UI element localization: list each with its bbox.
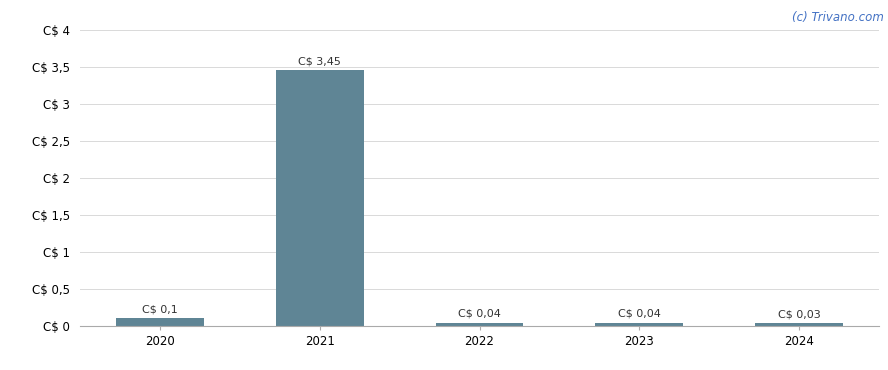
Bar [276,70,364,326]
Bar [436,323,523,326]
Bar [755,323,843,326]
Bar [116,318,204,326]
Text: C$ 0,1: C$ 0,1 [142,305,178,314]
Text: C$ 0,04: C$ 0,04 [618,309,661,319]
Text: (c) Trivano.com: (c) Trivano.com [792,11,884,24]
Text: C$ 0,04: C$ 0,04 [458,309,501,319]
Bar [595,323,683,326]
Text: C$ 0,03: C$ 0,03 [778,310,821,320]
Text: C$ 3,45: C$ 3,45 [298,57,341,67]
